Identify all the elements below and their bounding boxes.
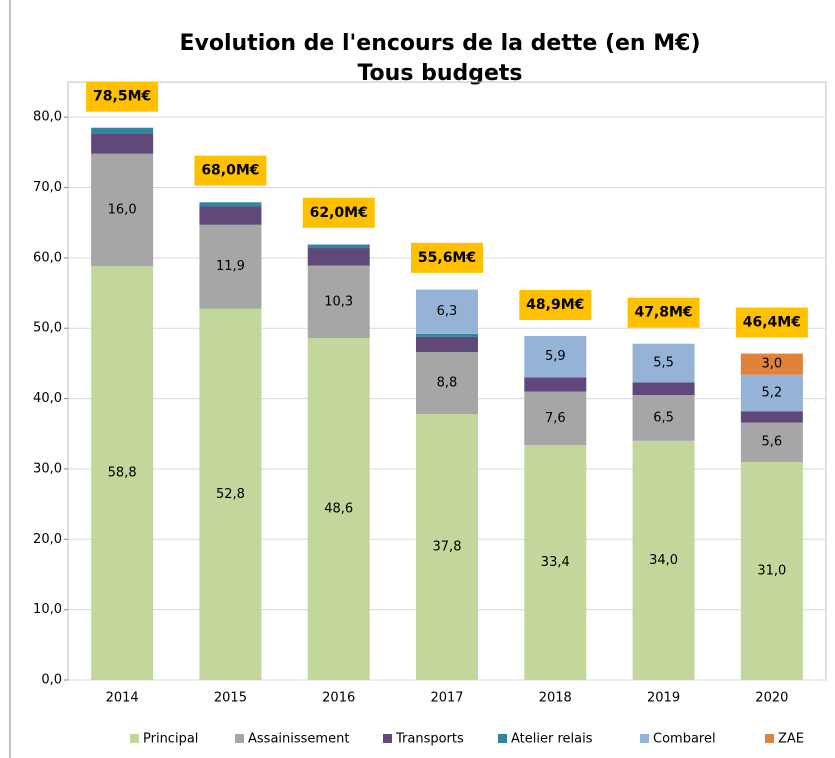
y-tick-label: 60,0 bbox=[33, 250, 62, 265]
x-tick-label: 2018 bbox=[539, 691, 572, 706]
y-tick-label: 80,0 bbox=[33, 110, 62, 125]
legend-swatch bbox=[765, 734, 774, 743]
total-label: 68,0M€ bbox=[201, 163, 259, 179]
data-label: 16,0 bbox=[108, 203, 137, 218]
bar-segment bbox=[632, 343, 695, 383]
x-tick-label: 2017 bbox=[430, 691, 463, 706]
data-label: 48,6 bbox=[324, 502, 353, 517]
data-label: 6,3 bbox=[437, 304, 458, 319]
total-label: 48,9M€ bbox=[526, 297, 584, 313]
y-tick-label: 20,0 bbox=[33, 532, 62, 547]
total-box bbox=[627, 297, 700, 328]
bar-segment bbox=[307, 338, 370, 680]
bar-segment bbox=[307, 244, 370, 249]
total-box bbox=[735, 307, 808, 338]
bar-segment bbox=[91, 266, 154, 680]
legend-label: Transports bbox=[395, 732, 464, 747]
legend-label: Combarel bbox=[653, 732, 716, 747]
bar-segment bbox=[632, 382, 695, 396]
total-box bbox=[86, 81, 159, 112]
data-label: 58,8 bbox=[108, 466, 137, 481]
data-label: 8,8 bbox=[437, 376, 458, 391]
bar-segment bbox=[199, 224, 262, 309]
bar-segment bbox=[632, 440, 695, 680]
bar-segment bbox=[416, 414, 478, 680]
legend-label: Principal bbox=[143, 732, 198, 747]
legend-swatch bbox=[498, 734, 507, 743]
data-label: 52,8 bbox=[216, 487, 245, 502]
bar-segment bbox=[416, 289, 478, 334]
total-box bbox=[519, 289, 592, 320]
bar-segment bbox=[740, 353, 803, 375]
bar-segment bbox=[91, 133, 154, 154]
y-tick-label: 70,0 bbox=[33, 180, 62, 195]
data-label: 5,5 bbox=[653, 356, 674, 371]
bar-segment bbox=[524, 335, 587, 378]
data-label: 5,6 bbox=[762, 435, 783, 450]
y-tick-label: 50,0 bbox=[33, 321, 62, 336]
bar-segment bbox=[307, 265, 370, 339]
data-label: 7,6 bbox=[545, 411, 566, 426]
total-label: 78,5M€ bbox=[93, 89, 151, 105]
bar-segment bbox=[740, 411, 803, 423]
legend-label: Assainissement bbox=[248, 732, 349, 747]
x-tick-label: 2014 bbox=[106, 691, 139, 706]
y-tick-label: 40,0 bbox=[33, 391, 62, 406]
legend-label: Atelier relais bbox=[511, 732, 593, 747]
bar-segment bbox=[632, 395, 695, 441]
x-tick-label: 2015 bbox=[214, 691, 247, 706]
bar-segment bbox=[416, 336, 478, 353]
bar-segment bbox=[199, 308, 262, 680]
total-label: 55,6M€ bbox=[418, 250, 476, 266]
data-label: 31,0 bbox=[757, 563, 786, 578]
legend-swatch bbox=[383, 734, 392, 743]
bar-segment bbox=[740, 422, 803, 462]
bar-segment bbox=[524, 377, 587, 392]
y-tick-label: 10,0 bbox=[33, 602, 62, 617]
legend-swatch bbox=[235, 734, 244, 743]
chart-title: Evolution de l'encours de la dette (en M… bbox=[180, 31, 701, 56]
x-tick-label: 2016 bbox=[322, 691, 355, 706]
bar-segment bbox=[740, 374, 803, 412]
x-tick-label: 2020 bbox=[755, 691, 788, 706]
bar-segment bbox=[524, 445, 587, 680]
bar-segment bbox=[91, 127, 154, 134]
bar-segment bbox=[524, 391, 587, 446]
total-label: 46,4M€ bbox=[743, 315, 801, 331]
total-label: 62,0M€ bbox=[310, 205, 368, 221]
bar-segment bbox=[740, 461, 803, 680]
legend-swatch bbox=[130, 734, 139, 743]
data-label: 37,8 bbox=[433, 540, 462, 555]
data-label: 10,3 bbox=[324, 294, 353, 309]
data-label: 33,4 bbox=[541, 555, 570, 570]
y-tick-label: 0,0 bbox=[41, 673, 62, 688]
total-label: 47,8M€ bbox=[634, 305, 692, 321]
data-label: 5,2 bbox=[762, 385, 783, 400]
bar-segment bbox=[91, 153, 154, 267]
bar-segment bbox=[416, 352, 478, 415]
legend-label: ZAE bbox=[778, 732, 804, 747]
total-box bbox=[302, 197, 375, 228]
data-label: 5,9 bbox=[545, 349, 566, 364]
total-box bbox=[194, 155, 267, 186]
y-tick-label: 30,0 bbox=[33, 461, 62, 476]
data-label: 11,9 bbox=[216, 259, 245, 274]
total-box bbox=[411, 242, 483, 273]
bar-segment bbox=[199, 206, 262, 225]
x-tick-label: 2019 bbox=[647, 691, 680, 706]
bar-segment bbox=[199, 202, 262, 207]
data-label: 3,0 bbox=[762, 357, 783, 372]
data-label: 34,0 bbox=[649, 553, 678, 568]
data-label: 6,5 bbox=[653, 410, 674, 425]
legend-swatch bbox=[640, 734, 649, 743]
bar-segment bbox=[307, 248, 370, 266]
bar-segment bbox=[416, 333, 478, 337]
